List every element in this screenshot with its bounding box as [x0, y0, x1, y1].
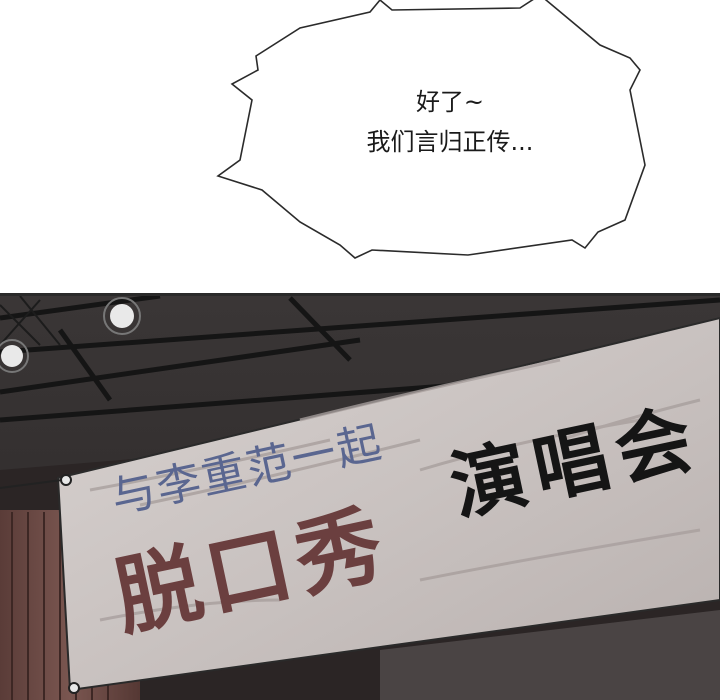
speech-bubble-text: 好了~ 我们言归正传... — [300, 82, 600, 162]
truss-lattice — [0, 296, 61, 346]
stage-scene — [0, 296, 720, 700]
speech-bubble — [216, 0, 646, 259]
event-banner — [56, 316, 720, 692]
panel-divider — [0, 293, 720, 296]
speech-bubble-outline — [216, 0, 646, 259]
stage-light-2 — [1, 345, 23, 367]
lower-wall — [380, 610, 720, 700]
stage-light-1 — [110, 304, 134, 328]
top-comic-panel: 好了~ 我们言归正传... — [0, 0, 720, 295]
banner-wrinkles — [89, 358, 701, 622]
banner-grommet-top — [60, 474, 72, 486]
banner-grommet-bottom — [68, 682, 80, 694]
speech-line-2: 我们言归正传... — [366, 128, 534, 156]
speech-line-1: 好了~ — [415, 88, 485, 116]
bottom-comic-panel: 与李重范一起 脱口秀 演唱会 — [0, 296, 720, 700]
